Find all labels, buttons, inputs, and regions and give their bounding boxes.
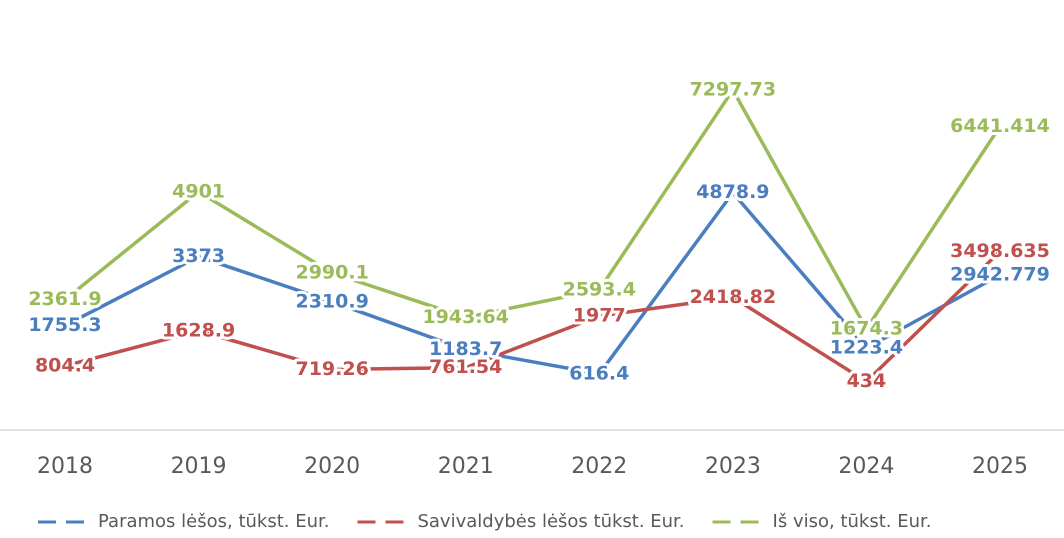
data-label: 2990.1 [295, 261, 368, 283]
data-label: 1943.64 [422, 306, 509, 328]
data-label: 2418.82 [690, 286, 777, 308]
x-tick-label: 2020 [304, 454, 360, 479]
data-label: 6441.414 [950, 115, 1050, 137]
series-line [64, 189, 1001, 376]
data-label: 719.26 [295, 358, 368, 380]
data-label: 434 [847, 370, 887, 392]
data-label: 2310.9 [295, 290, 368, 312]
x-tick-label: 2018 [37, 454, 93, 479]
legend-label: Savivaldybės lėšos tūkst. Eur. [417, 511, 684, 532]
legend-label: Paramos lėšos, tūkst. Eur. [98, 511, 329, 532]
data-label: 2593.4 [563, 278, 636, 300]
data-label: 4878.9 [696, 181, 769, 203]
data-label: 2361.9 [28, 288, 101, 310]
data-label: 1628.9 [162, 319, 235, 341]
data-label: 761.54 [429, 356, 502, 378]
x-tick-label: 2024 [838, 454, 894, 479]
data-label: 616.4 [569, 362, 629, 384]
data-label: 1183.7 [429, 338, 502, 360]
x-tick-label: 2022 [571, 454, 627, 479]
data-label: 7297.73 [690, 79, 777, 101]
series-line [63, 86, 1002, 333]
x-tick-label: 2021 [438, 454, 494, 479]
data-label: 3498.635 [950, 240, 1050, 262]
legend-label: Iš viso, tūkst. Eur. [773, 511, 932, 532]
series-line [64, 250, 1002, 384]
data-label: 1674.3 [830, 317, 903, 339]
data-label: 804.4 [35, 354, 95, 376]
x-tick-label: 2023 [705, 454, 761, 479]
data-label: 1755.3 [28, 314, 101, 336]
x-tick-label: 2025 [972, 454, 1028, 479]
data-label: 1977 [573, 305, 626, 327]
x-tick-label: 2019 [171, 454, 227, 479]
data-label: 1223.4 [830, 337, 903, 359]
data-label: 2942.779 [950, 263, 1050, 285]
data-label: 3373 [172, 245, 225, 267]
data-label: 4901 [172, 180, 225, 202]
